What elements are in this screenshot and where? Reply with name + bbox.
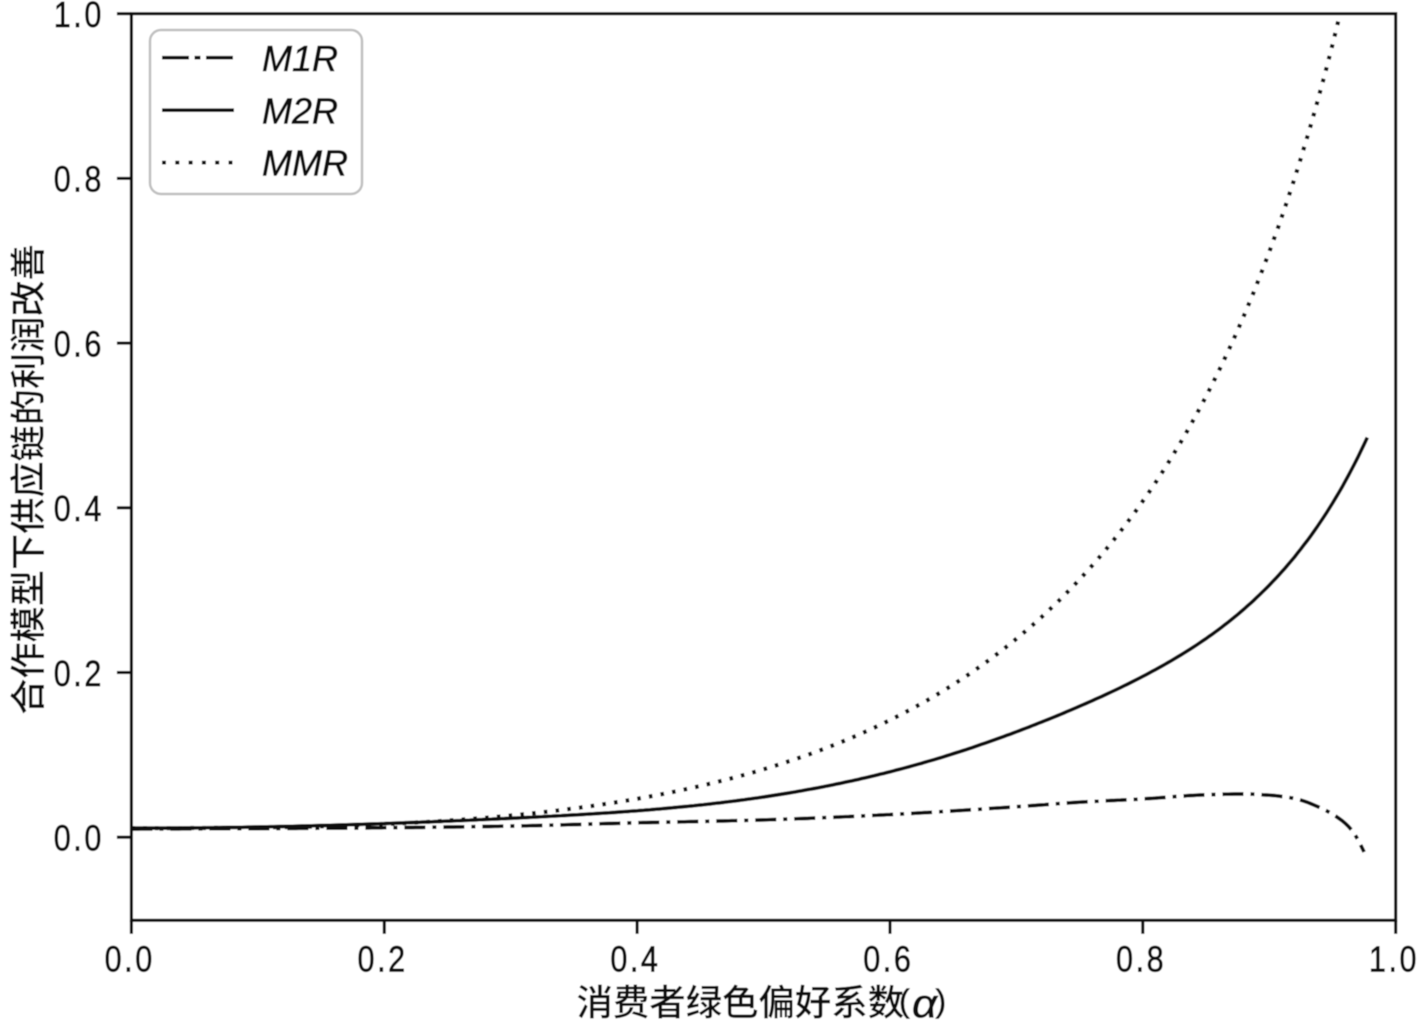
svg-text:0.8: 0.8: [1116, 940, 1166, 980]
svg-text:0.4: 0.4: [610, 940, 660, 980]
svg-text:0.6: 0.6: [54, 325, 104, 365]
svg-text:M2R: M2R: [262, 90, 338, 131]
svg-text:1.0: 1.0: [1369, 940, 1417, 980]
svg-text:0.8: 0.8: [54, 160, 104, 200]
svg-text:0.2: 0.2: [54, 655, 104, 695]
svg-text:0.6: 0.6: [863, 940, 913, 980]
svg-text:): ): [936, 983, 947, 1019]
svg-text:(: (: [899, 983, 910, 1019]
svg-text:1.0: 1.0: [54, 0, 104, 36]
svg-text:0.0: 0.0: [105, 940, 155, 980]
svg-text:MMR: MMR: [262, 143, 348, 184]
svg-text:0.2: 0.2: [358, 940, 408, 980]
svg-text:α: α: [912, 981, 938, 1025]
svg-text:M1R: M1R: [262, 38, 338, 79]
svg-text:0.4: 0.4: [54, 490, 104, 530]
svg-text:0.0: 0.0: [54, 819, 104, 859]
